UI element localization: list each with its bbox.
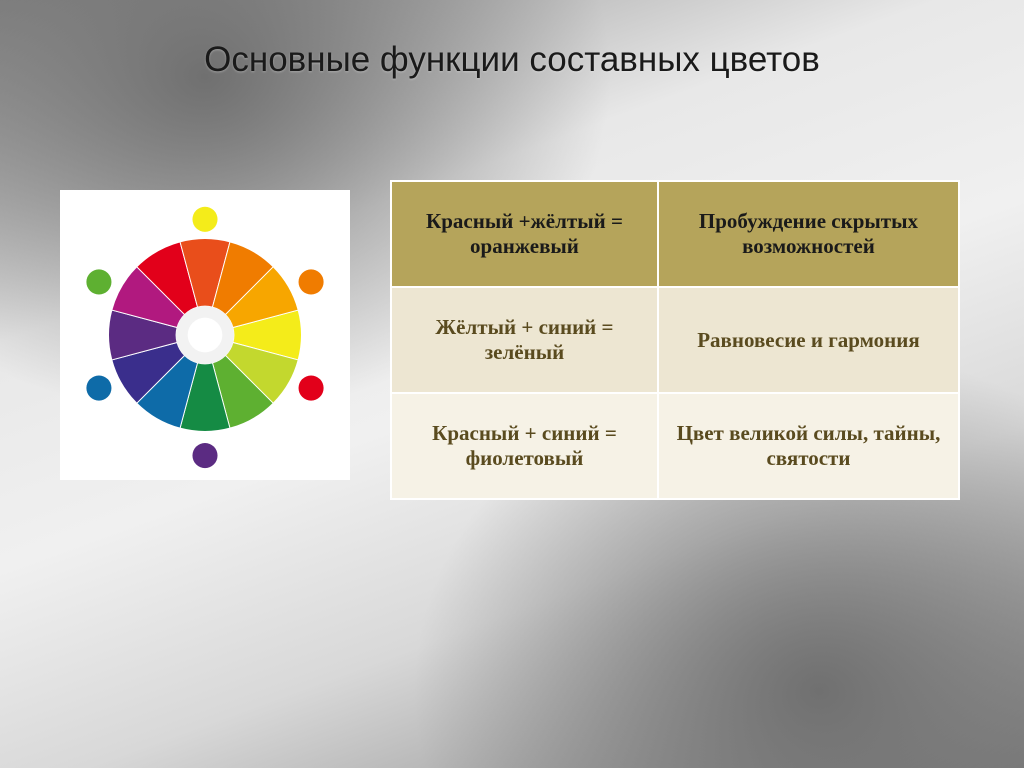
cell-formula: Красный +жёлтый = оранжевый <box>391 181 658 287</box>
cell-formula: Красный + синий = фиолетовый <box>391 393 658 499</box>
color-functions-table: Красный +жёлтый = оранжевый Пробуждение … <box>390 180 960 500</box>
cell-formula: Жёлтый + синий = зелёный <box>391 287 658 393</box>
color-wheel-icon <box>70 200 340 470</box>
color-wheel-container <box>60 190 350 480</box>
table-row: Жёлтый + синий = зелёный Равновесие и га… <box>391 287 959 393</box>
table-row: Красный +жёлтый = оранжевый Пробуждение … <box>391 181 959 287</box>
cell-function: Пробуждение скрытых возможностей <box>658 181 959 287</box>
cell-function: Цвет великой силы, тайны, святости <box>658 393 959 499</box>
page-title: Основные функции составных цветов <box>0 40 1024 80</box>
table-row: Красный + синий = фиолетовый Цвет велико… <box>391 393 959 499</box>
cell-function: Равновесие и гармония <box>658 287 959 393</box>
content-row: Красный +жёлтый = оранжевый Пробуждение … <box>60 180 984 500</box>
